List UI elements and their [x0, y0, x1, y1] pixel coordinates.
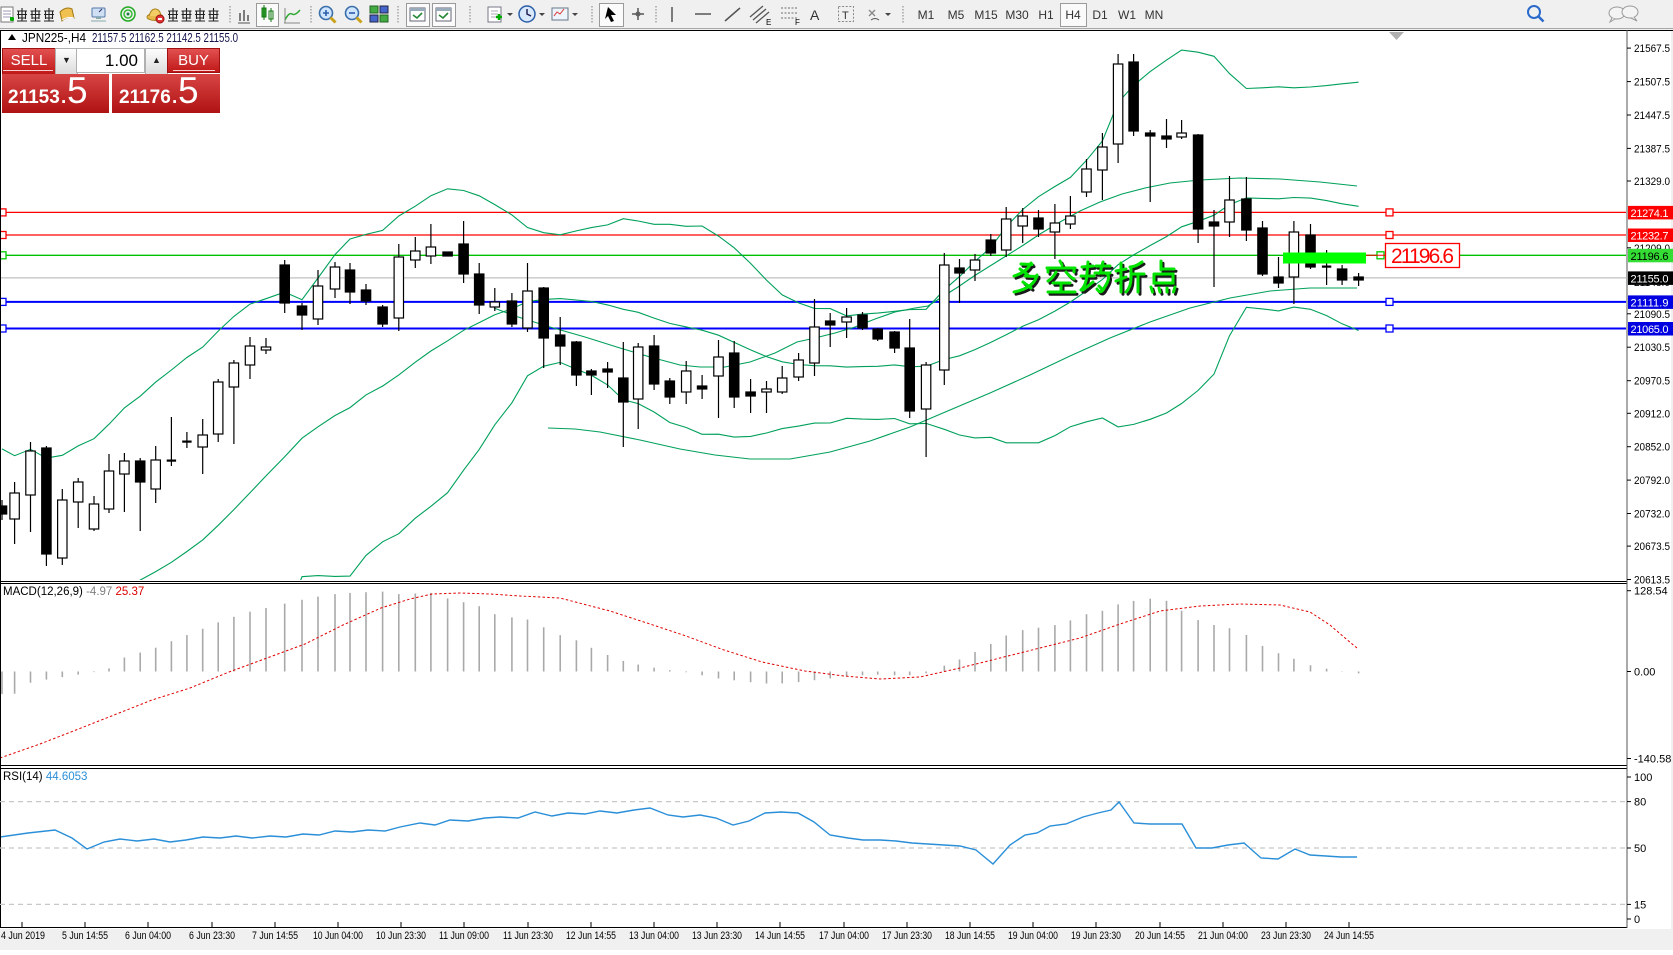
svg-text:11 Jun 23:30: 11 Jun 23:30: [503, 930, 553, 942]
svg-text:A: A: [810, 7, 820, 23]
svg-text:6 Jun 04:00: 6 Jun 04:00: [125, 930, 171, 942]
svg-text:F: F: [795, 18, 800, 27]
svg-text:M1: M1: [918, 8, 935, 22]
svg-text:21155.0: 21155.0: [1631, 273, 1669, 285]
svg-text:21030.5: 21030.5: [1634, 342, 1670, 354]
svg-text:21196.6: 21196.6: [1631, 251, 1669, 263]
svg-text:21196.6: 21196.6: [1391, 245, 1454, 268]
svg-text:15: 15: [1634, 899, 1646, 911]
svg-text:0: 0: [1634, 914, 1640, 926]
svg-text:13 Jun 04:00: 13 Jun 04:00: [629, 930, 679, 942]
svg-text:20 Jun 14:55: 20 Jun 14:55: [1135, 930, 1185, 942]
svg-text:7 Jun 14:55: 7 Jun 14:55: [252, 930, 298, 942]
svg-text:D1: D1: [1092, 8, 1108, 22]
svg-text:6 Jun 23:30: 6 Jun 23:30: [189, 930, 235, 942]
svg-text:21 Jun 04:00: 21 Jun 04:00: [1198, 930, 1248, 942]
svg-text:21090.5: 21090.5: [1634, 309, 1670, 321]
svg-text:50: 50: [1634, 843, 1646, 855]
svg-text:-140.58: -140.58: [1634, 754, 1671, 766]
svg-text:21111.9: 21111.9: [1631, 297, 1669, 309]
svg-text:T: T: [842, 10, 849, 22]
svg-text:23 Jun 23:30: 23 Jun 23:30: [1261, 930, 1311, 942]
svg-text:14 Jun 14:55: 14 Jun 14:55: [755, 930, 805, 942]
svg-text:17 Jun 04:00: 17 Jun 04:00: [819, 930, 869, 942]
svg-text:MACD(12,26,9) -4.97 25.37: MACD(12,26,9) -4.97 25.37: [3, 586, 144, 598]
svg-text:12 Jun 14:55: 12 Jun 14:55: [566, 930, 616, 942]
svg-text:21567.5: 21567.5: [1634, 43, 1670, 55]
svg-text:20613.5: 20613.5: [1634, 575, 1670, 587]
svg-text:21329.0: 21329.0: [1634, 176, 1670, 188]
svg-text:20970.5: 20970.5: [1634, 376, 1670, 388]
svg-text:80: 80: [1634, 797, 1646, 809]
svg-text:0.00: 0.00: [1634, 667, 1655, 679]
svg-text:MN: MN: [1145, 8, 1164, 22]
svg-text:21387.5: 21387.5: [1634, 143, 1670, 155]
svg-text:18 Jun 14:55: 18 Jun 14:55: [945, 930, 995, 942]
svg-text:5 Jun 14:55: 5 Jun 14:55: [62, 930, 108, 942]
svg-text:100: 100: [1634, 772, 1652, 784]
svg-text:W1: W1: [1118, 8, 1136, 22]
svg-text:JPN225-,H4: JPN225-,H4: [22, 31, 86, 45]
svg-text:21507.5: 21507.5: [1634, 77, 1670, 89]
svg-text:21065.0: 21065.0: [1631, 324, 1669, 336]
svg-text:20912.0: 20912.0: [1634, 408, 1670, 420]
svg-text:19 Jun 04:00: 19 Jun 04:00: [1008, 930, 1058, 942]
svg-text:20673.5: 20673.5: [1634, 541, 1670, 553]
svg-text:M15: M15: [974, 8, 998, 22]
svg-text:H1: H1: [1038, 8, 1054, 22]
svg-text:RSI(14) 44.6053: RSI(14) 44.6053: [3, 771, 87, 783]
svg-text:17 Jun 23:30: 17 Jun 23:30: [882, 930, 932, 942]
svg-text:20732.0: 20732.0: [1634, 509, 1670, 521]
svg-text:21274.1: 21274.1: [1631, 208, 1669, 220]
svg-text:H4: H4: [1065, 8, 1081, 22]
svg-text:M5: M5: [948, 8, 965, 22]
svg-text:M30: M30: [1005, 8, 1029, 22]
svg-text:10 Jun 23:30: 10 Jun 23:30: [376, 930, 426, 942]
svg-text:24 Jun 14:55: 24 Jun 14:55: [1324, 930, 1374, 942]
svg-text:11 Jun 09:00: 11 Jun 09:00: [439, 930, 489, 942]
svg-text:20792.0: 20792.0: [1634, 475, 1670, 487]
svg-text:21447.5: 21447.5: [1634, 110, 1670, 122]
svg-text:21232.7: 21232.7: [1631, 231, 1669, 243]
svg-text:19 Jun 23:30: 19 Jun 23:30: [1071, 930, 1121, 942]
svg-text:20852.0: 20852.0: [1634, 442, 1670, 454]
svg-text:E: E: [766, 18, 771, 27]
svg-text:128.54: 128.54: [1634, 586, 1668, 598]
svg-text:4 Jun 2019: 4 Jun 2019: [1, 930, 45, 942]
svg-text:21157.5 21162.5 21142.5 21155.: 21157.5 21162.5 21142.5 21155.0: [92, 31, 238, 45]
svg-text:10 Jun 04:00: 10 Jun 04:00: [313, 930, 363, 942]
svg-text:13 Jun 23:30: 13 Jun 23:30: [692, 930, 742, 942]
